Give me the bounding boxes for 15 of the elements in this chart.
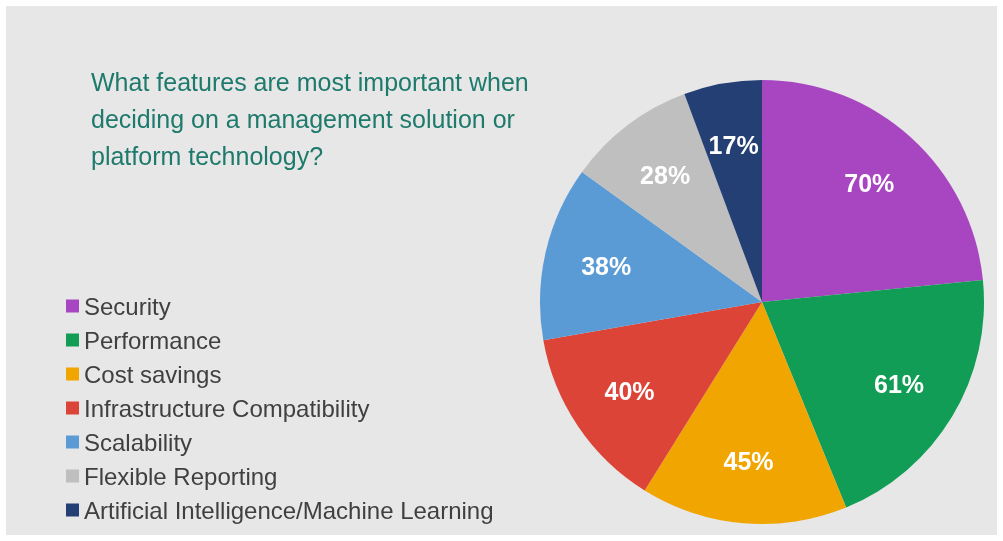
legend-label: Performance — [84, 326, 222, 354]
data-label: 61% — [873, 370, 925, 399]
data-label: 70% — [844, 169, 895, 198]
legend-label: Scalability — [84, 428, 193, 456]
data-label: 40% — [604, 377, 655, 406]
legend-label: Security — [84, 292, 171, 320]
data-label: 38% — [581, 252, 632, 281]
legend-label: Cost savings — [84, 360, 222, 388]
legend-label: Infrastructure Compatibility — [84, 394, 370, 422]
text: What features are most important when deciding on a management solution or platform technology? — [91, 67, 536, 170]
legend-label: Artificial Intelligence/Machine Learning — [84, 496, 494, 524]
data-label: 45% — [723, 447, 774, 476]
legend-label: Flexible Reporting — [84, 462, 278, 490]
data-label: 28% — [640, 160, 691, 189]
data-label: 17% — [708, 130, 759, 159]
